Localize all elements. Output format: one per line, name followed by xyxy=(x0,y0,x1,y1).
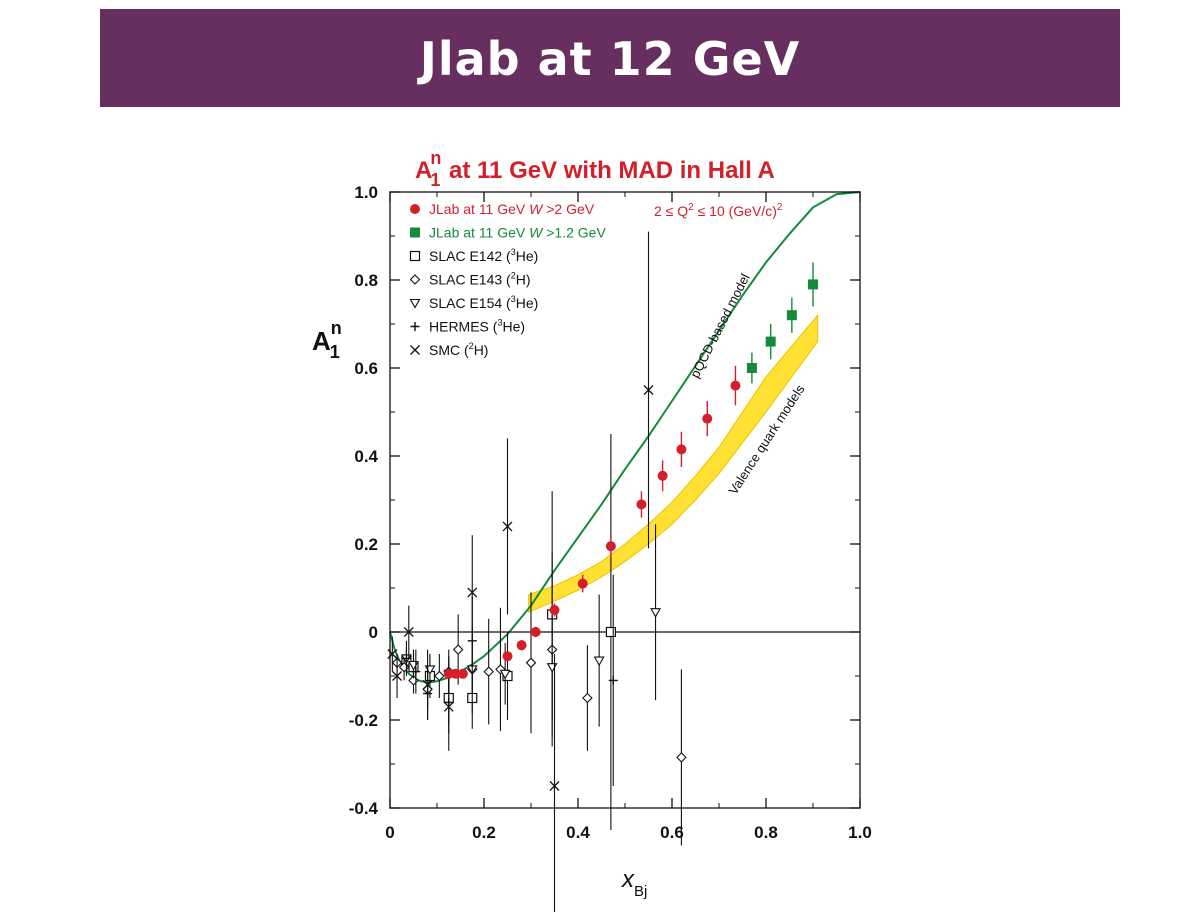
data-point-cross xyxy=(443,701,454,712)
legend-marker-circle-filled xyxy=(410,204,420,214)
y-tick-label: 0.6 xyxy=(354,359,378,378)
data-point-circle-filled xyxy=(502,651,513,662)
y-tick-label: 1.0 xyxy=(354,183,378,202)
pqcd-model-curve xyxy=(389,191,861,684)
y-tick-label: -0.4 xyxy=(349,799,379,818)
data-point-circle-filled xyxy=(516,640,527,651)
legend-label: JLab at 11 GeV W >2 GeV xyxy=(429,201,595,217)
axes-layer: -0.4 -0.2 0 0.2 0.4 0.6 0.8 1.0 0 0.2 0.4 0.6 0.8 1.0 xyxy=(349,183,872,842)
legend-marker-cross xyxy=(410,345,420,355)
legend-marker-square-filled xyxy=(410,227,420,238)
data-point-circle-filled xyxy=(577,578,588,589)
data-point-circle-filled xyxy=(676,444,687,455)
data-point-circle-filled xyxy=(636,499,647,510)
data-point-cross xyxy=(387,649,398,659)
data-point-diamond-open xyxy=(452,644,464,655)
legend-label: SLAC E143 (2H) xyxy=(429,271,531,288)
data-point-diamond-open xyxy=(676,752,687,763)
kinematics-note-sup: 2 xyxy=(688,202,694,213)
data-point-diamond-open xyxy=(582,692,593,704)
data-point-circle-filled xyxy=(730,380,741,391)
data-point-circle-filled xyxy=(657,470,668,481)
y-tick-label: 0.2 xyxy=(354,535,378,554)
pqcd-model-annotation: pQCD-based model xyxy=(687,271,753,380)
y-axis-label-sup: n xyxy=(331,318,342,338)
data-point-square-open xyxy=(605,626,617,638)
title-banner: Jlab at 12 GeV xyxy=(100,9,1120,107)
chart-title-sup: n xyxy=(430,148,441,168)
data-point-circle-filled xyxy=(530,627,541,637)
legend-marker-triangle-down-open xyxy=(409,298,421,309)
points-layer xyxy=(387,231,818,912)
legend-label: SLAC E142 (3He) xyxy=(429,247,538,264)
y-axis-label-main: A xyxy=(312,326,331,356)
x-axis-label-sub: Bj xyxy=(634,883,647,900)
data-point-cross xyxy=(643,385,654,395)
legend-label: JLab at 11 GeV W >1.2 GeV xyxy=(429,225,606,241)
legend-label: HERMES (3He) xyxy=(429,318,525,335)
x-tick-label: 0.4 xyxy=(566,823,590,842)
legend: JLab at 11 GeV W >2 GeV JLab at 11 GeV W … xyxy=(409,201,606,358)
data-point-triangle-down-open xyxy=(593,656,605,667)
y-axis-label-sub: 1 xyxy=(330,342,340,362)
data-point-plus xyxy=(608,675,618,685)
data-point-circle-filled xyxy=(443,668,454,679)
data-point-cross xyxy=(403,627,414,637)
data-point-triangle-down-open xyxy=(546,663,558,673)
data-point-circle-filled xyxy=(450,668,461,679)
legend-marker-square-open xyxy=(409,250,421,262)
data-point-diamond-open xyxy=(434,670,445,682)
y-tick-label: 0.8 xyxy=(354,271,378,290)
legend-marker-plus xyxy=(410,322,420,331)
legend-marker-diamond-open xyxy=(409,274,421,285)
kinematics-note-mid: ≤ 10 (GeV/c) xyxy=(694,203,777,219)
x-tick-label: 0.8 xyxy=(754,823,778,842)
y-tick-label: 0.4 xyxy=(354,447,378,466)
model-curve-layer xyxy=(389,191,861,684)
x-tick-label: 0.6 xyxy=(660,823,684,842)
data-point-cross xyxy=(502,521,513,532)
valence-band xyxy=(528,313,819,613)
kinematics-note: 2 ≤ Q2 ≤ 10 (GeV/c)2 xyxy=(654,202,783,219)
chart-title: An 1 at 11 GeV with MAD in Hall A xyxy=(415,148,775,190)
data-point-circle-filled xyxy=(457,668,468,679)
kinematics-note-pre: 2 ≤ Q xyxy=(654,203,688,219)
data-point-cross xyxy=(422,679,433,690)
data-point-square-filled xyxy=(808,279,818,290)
data-point-circle-filled xyxy=(702,413,713,424)
data-point-cross xyxy=(549,781,560,791)
y-tick-label: 0 xyxy=(369,623,378,642)
data-point-circle-filled xyxy=(549,605,560,615)
slide-title: Jlab at 12 GeV xyxy=(419,32,801,86)
x-tick-label: 1.0 xyxy=(848,823,872,842)
chart-title-rest: at 11 GeV with MAD in Hall A xyxy=(442,157,775,184)
data-point-square-filled xyxy=(765,336,776,347)
data-point-cross xyxy=(467,587,478,598)
legend-label: SMC (2H) xyxy=(429,341,488,358)
data-point-cross xyxy=(392,671,403,681)
valence-band-layer xyxy=(528,313,819,613)
data-point-diamond-open xyxy=(525,657,537,669)
y-axis-label: An 1 xyxy=(312,318,342,362)
data-point-square-filled xyxy=(786,310,797,321)
data-point-square-filled xyxy=(746,363,757,373)
x-tick-label: 0.2 xyxy=(472,823,496,842)
kinematics-note-sup2: 2 xyxy=(777,202,783,213)
data-point-plus xyxy=(411,667,421,677)
x-axis-label-main: x xyxy=(621,866,635,893)
data-point-triangle-down-open xyxy=(499,669,511,680)
x-axis-label: xBj xyxy=(621,866,647,900)
x-tick-label: 0 xyxy=(385,823,394,842)
legend-label: SLAC E154 (3He) xyxy=(429,294,538,311)
y-tick-label: -0.2 xyxy=(349,711,378,730)
chart-title-sub: 1 xyxy=(430,170,440,190)
data-point-triangle-down-open xyxy=(650,608,661,618)
chart-title-main: A xyxy=(415,157,432,184)
data-point-diamond-open xyxy=(483,666,494,677)
data-point-circle-filled xyxy=(605,541,616,552)
data-point-plus xyxy=(401,653,411,663)
